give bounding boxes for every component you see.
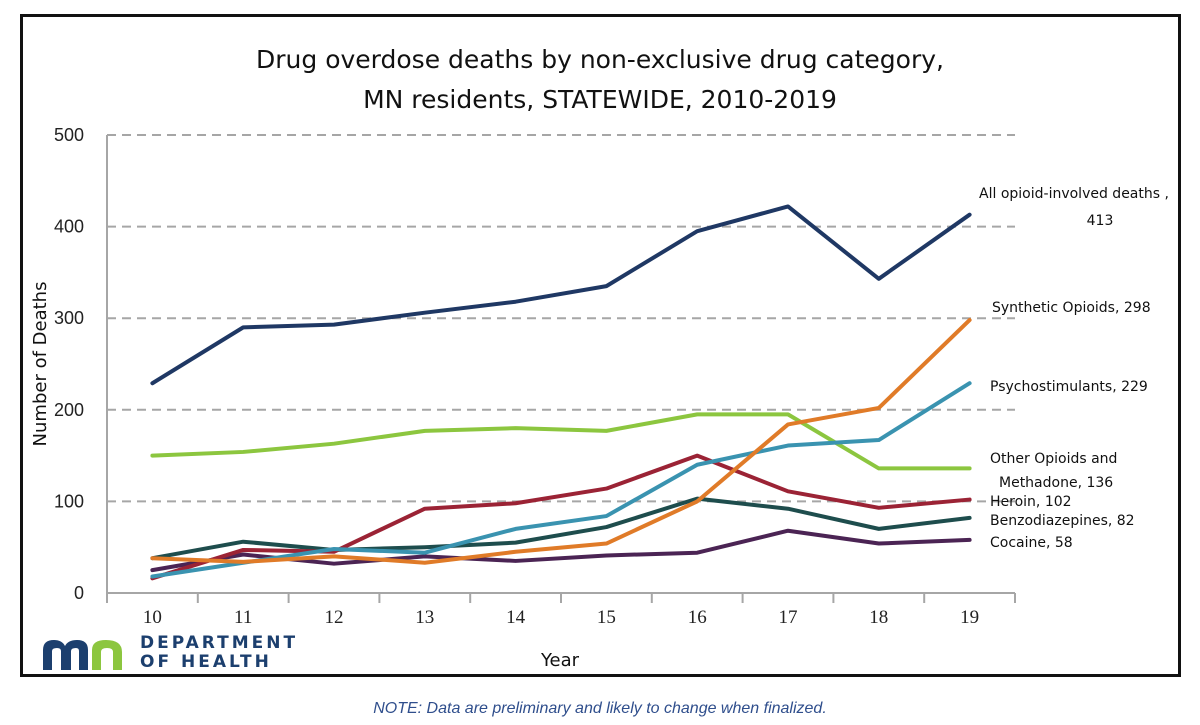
x-tick-label: 10	[143, 607, 162, 628]
series-data-label: All opioid-involved deaths ,	[979, 186, 1169, 202]
series-line-all-opioid-involved-deaths	[150, 204, 972, 386]
series-data-label: Other Opioids and	[990, 451, 1117, 467]
chart-frame	[20, 14, 1181, 677]
y-axis-label: Number of Deaths	[30, 282, 51, 447]
series-data-label: Benzodiazepines, 82	[990, 513, 1135, 529]
x-tick-label: 12	[325, 607, 344, 628]
chart-title-line-1: Drug overdose deaths by non-exclusive dr…	[256, 45, 944, 74]
x-tick-label: 17	[779, 607, 798, 628]
y-tick-label: 500	[54, 125, 84, 145]
series-data-label: Heroin, 102	[990, 494, 1072, 510]
y-tick-label: 100	[54, 491, 84, 511]
series-line-psychostimulants	[150, 381, 972, 579]
series-data-label: Cocaine, 58	[990, 535, 1073, 551]
y-tick-label: 200	[54, 400, 84, 420]
x-tick-label: 13	[415, 607, 434, 628]
x-tick-label: 11	[234, 607, 252, 628]
x-tick-label: 16	[688, 607, 707, 628]
y-tick-label: 300	[54, 308, 84, 328]
x-tick-label: 15	[597, 607, 616, 628]
y-tick-label: 0	[74, 583, 84, 603]
mn-department-of-health-logo: DEPARTMENT OF HEALTH	[40, 632, 298, 674]
series-data-label: Psychostimulants, 229	[990, 379, 1148, 395]
mn-logo-icon	[43, 640, 122, 670]
x-tick-label: 19	[960, 607, 979, 628]
logo-text-department: DEPARTMENT	[140, 633, 299, 653]
series-data-label: Synthetic Opioids, 298	[992, 300, 1151, 316]
logo-text-of-health: OF HEALTH	[140, 652, 272, 672]
chart-title-line-2: MN residents, STATEWIDE, 2010-2019	[363, 85, 837, 114]
y-tick-label: 400	[54, 217, 84, 237]
series-data-label: Methadone, 136	[999, 475, 1113, 491]
x-axis-label: Year	[540, 650, 580, 671]
x-tick-label: 18	[869, 607, 888, 628]
series-line-benzodiazepines	[150, 496, 972, 561]
footnote: NOTE: Data are preliminary and likely to…	[373, 700, 827, 717]
x-tick-label: 14	[506, 607, 526, 628]
series-line-heroin	[150, 453, 972, 581]
series-data-label: 413	[1087, 213, 1114, 229]
series-line-synthetic-opioids	[150, 318, 972, 565]
